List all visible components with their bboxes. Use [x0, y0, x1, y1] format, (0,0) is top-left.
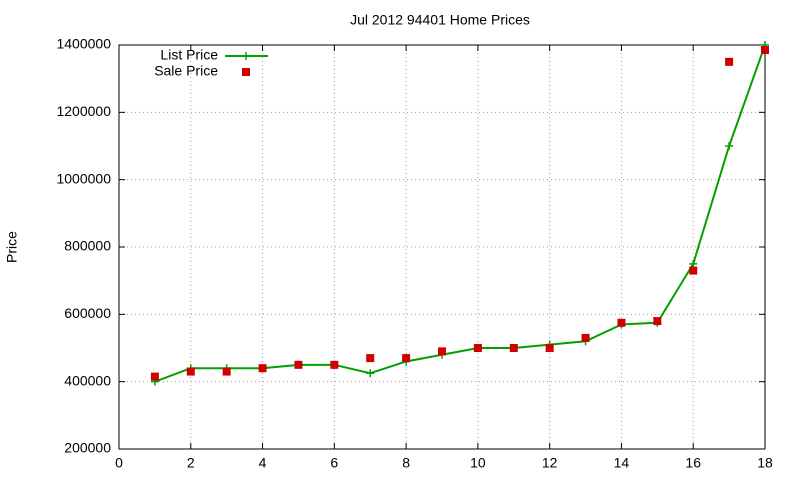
- x-tick-label: 2: [187, 455, 195, 471]
- data-point: [150, 372, 159, 381]
- data-point: [186, 367, 195, 376]
- data-point: [653, 317, 662, 326]
- y-axis-label: Price: [4, 231, 20, 263]
- x-tick-label: 8: [402, 455, 410, 471]
- data-point: [366, 369, 375, 378]
- data-point: [581, 333, 590, 342]
- data-point: [330, 360, 339, 369]
- x-tick-label: 12: [542, 455, 558, 471]
- x-tick-label: 14: [614, 455, 630, 471]
- data-point: [258, 364, 267, 373]
- y-tick-label: 1400000: [56, 36, 111, 52]
- y-tick-label: 800000: [64, 238, 111, 254]
- legend-marker: [242, 68, 250, 76]
- series-line: [154, 44, 766, 383]
- data-point: [438, 347, 446, 356]
- y-tick-label: 1200000: [56, 103, 111, 119]
- y-tick-label: 400000: [64, 372, 111, 388]
- data-point: [366, 354, 375, 363]
- data-point: [545, 344, 554, 352]
- legend-label: Sale Price: [154, 63, 218, 79]
- data-point: [761, 46, 769, 55]
- data-point: [725, 57, 734, 66]
- y-tick-label: 1000000: [56, 170, 111, 186]
- data-point: [725, 142, 734, 150]
- x-tick-label: 4: [259, 455, 267, 471]
- x-tick-label: 0: [115, 455, 123, 471]
- data-point: [222, 367, 231, 376]
- data-point: [689, 259, 698, 268]
- data-point: [617, 318, 626, 327]
- data-point: [294, 360, 303, 369]
- data-point: [473, 344, 482, 352]
- legend-label: List Price: [160, 47, 218, 63]
- x-tick-label: 16: [685, 455, 701, 471]
- data-point: [509, 344, 518, 352]
- data-point: [689, 266, 698, 275]
- data-point: [402, 354, 411, 363]
- x-tick-label: 18: [757, 455, 773, 471]
- chart-title: Jul 2012 94401 Home Prices: [350, 12, 530, 28]
- y-tick-label: 600000: [64, 305, 111, 321]
- x-tick-label: 10: [470, 455, 486, 471]
- legend-marker: [242, 52, 250, 60]
- x-tick-label: 6: [330, 455, 338, 471]
- y-tick-label: 200000: [64, 440, 111, 456]
- plot-border: [118, 44, 766, 450]
